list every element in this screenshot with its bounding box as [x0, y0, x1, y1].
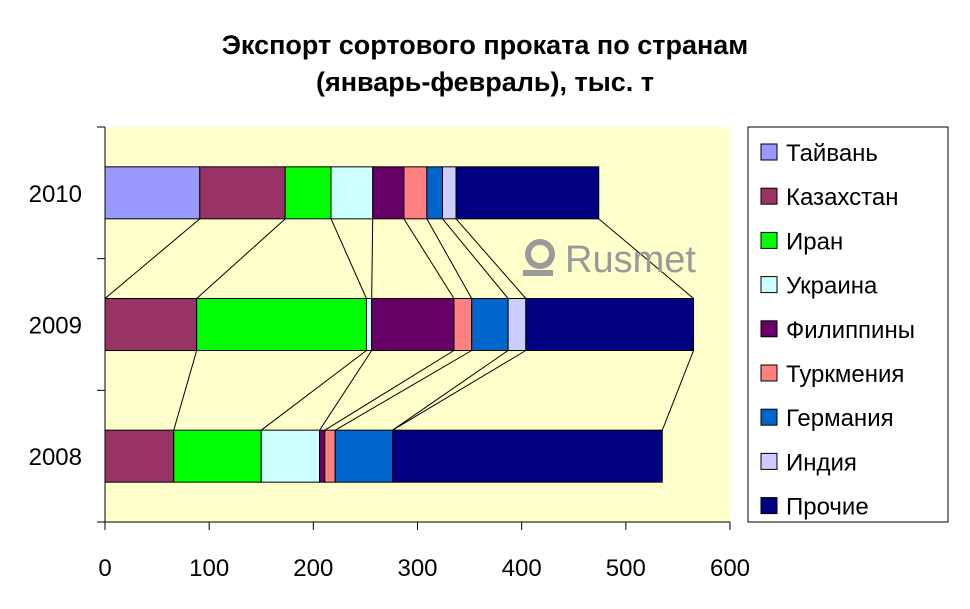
legend-swatch-тайвань: [760, 143, 778, 161]
legend-label-украина: Украина: [786, 273, 878, 300]
x-tick-label: 500: [606, 555, 646, 582]
bar-2009-туркмения: [453, 298, 473, 351]
x-tick-label: 100: [189, 555, 229, 582]
bar-2010-украина: [330, 166, 374, 220]
legend-label-туркмения: Туркмения: [786, 361, 904, 388]
bar-2009-прочие: [525, 298, 695, 351]
x-tick-labels: 0 100 200 300 400 500 600: [98, 555, 750, 582]
bar-2008-украина: [260, 429, 321, 483]
legend-label-прочие: Прочие: [786, 494, 869, 521]
bar-2010-филиппины: [372, 166, 405, 220]
bar-2009-украина: [365, 298, 373, 351]
series-line-2010-2009: [426, 218, 473, 299]
x-tick-label: 600: [710, 555, 750, 582]
x-tick-label: 400: [502, 555, 542, 582]
bar-2009-филиппины: [371, 298, 455, 351]
legend: [747, 126, 949, 523]
series-line-2010-2009: [196, 218, 286, 299]
bar-2010-туркмения: [403, 166, 428, 220]
bars: [104, 166, 695, 483]
legend-label-иран: Иран: [786, 228, 843, 255]
series-line-2009-2008: [324, 350, 455, 431]
series-line-2009-2008: [392, 350, 509, 431]
legend-swatch-филиппины: [760, 320, 778, 338]
bar-2010-прочие: [455, 166, 600, 220]
y-tick-label-2008: 2008: [29, 444, 82, 471]
series-line-2010-2009: [104, 218, 201, 299]
bar-2008-прочие: [392, 429, 663, 483]
series-line-2010-2009: [403, 218, 455, 299]
legend-swatch-германия: [760, 408, 778, 426]
y-tick-label-2009: 2009: [29, 313, 82, 340]
chart-title-line-1: Экспорт сортового проката по странам: [222, 30, 749, 60]
series-line-2009-2008: [392, 350, 527, 431]
legend-label-казахстан: Казахстан: [786, 184, 898, 211]
axis-ticks: [97, 126, 731, 530]
bar-2010-казахстан: [199, 166, 286, 220]
bar-2009-казахстан: [104, 298, 198, 351]
series-line-2009-2008: [260, 350, 367, 431]
chart-title-line-2: (январь-февраль), тыс. т: [316, 67, 654, 97]
bar-2010-иран: [284, 166, 332, 220]
bar-2008-туркмения: [324, 429, 336, 483]
series-line-2009-2008: [334, 350, 472, 431]
bar-2008-казахстан: [104, 429, 175, 483]
bar-2010-индия: [442, 166, 457, 220]
series-line-2010-2009: [330, 218, 367, 299]
legend-swatch-иран: [760, 231, 778, 249]
legend-swatch-украина: [760, 276, 778, 294]
bar-2008-иран: [173, 429, 262, 483]
bar-2008-филиппины: [319, 429, 326, 483]
legend-label-тайвань: Тайвань: [786, 140, 878, 167]
y-tick-label-2010: 2010: [29, 181, 82, 208]
legend-label-индия: Индия: [786, 449, 857, 476]
series-line-2009-2008: [319, 350, 373, 431]
x-tick-label: 200: [293, 555, 333, 582]
x-tick-label: 300: [397, 555, 437, 582]
rusmet-logo-icon: [523, 239, 555, 276]
bar-2010-тайвань: [104, 166, 201, 220]
x-tick-label: 0: [98, 555, 111, 582]
legend-label-филиппины: Филиппины: [786, 317, 915, 344]
bar-2010-германия: [426, 166, 443, 220]
bar-2009-индия: [507, 298, 527, 351]
watermark: Rusmet: [523, 239, 696, 281]
series-line-2009-2008: [173, 350, 198, 431]
series-line-2010-2009: [371, 218, 374, 299]
series-line-2010-2009: [455, 218, 527, 299]
bar-2009-иран: [196, 298, 367, 351]
watermark-text: Rusmet: [565, 239, 696, 281]
bar-2008-германия: [334, 429, 394, 483]
legend-swatch-казахстан: [760, 187, 778, 205]
legend-swatch-прочие: [760, 497, 778, 515]
bar-2009-германия: [471, 298, 509, 351]
series-line-2010-2009: [598, 218, 694, 299]
legend-swatch-туркмения: [760, 364, 778, 382]
legend-label-германия: Германия: [786, 405, 894, 432]
series-line-2009-2008: [661, 350, 695, 431]
y-tick-labels: 2010 2009 2008: [29, 181, 82, 471]
legend-swatch-индия: [760, 452, 778, 470]
legend-items: Тайвань Казахстан Иран Украина Филиппины Турк…: [760, 140, 915, 521]
series-line-2010-2009: [442, 218, 509, 299]
